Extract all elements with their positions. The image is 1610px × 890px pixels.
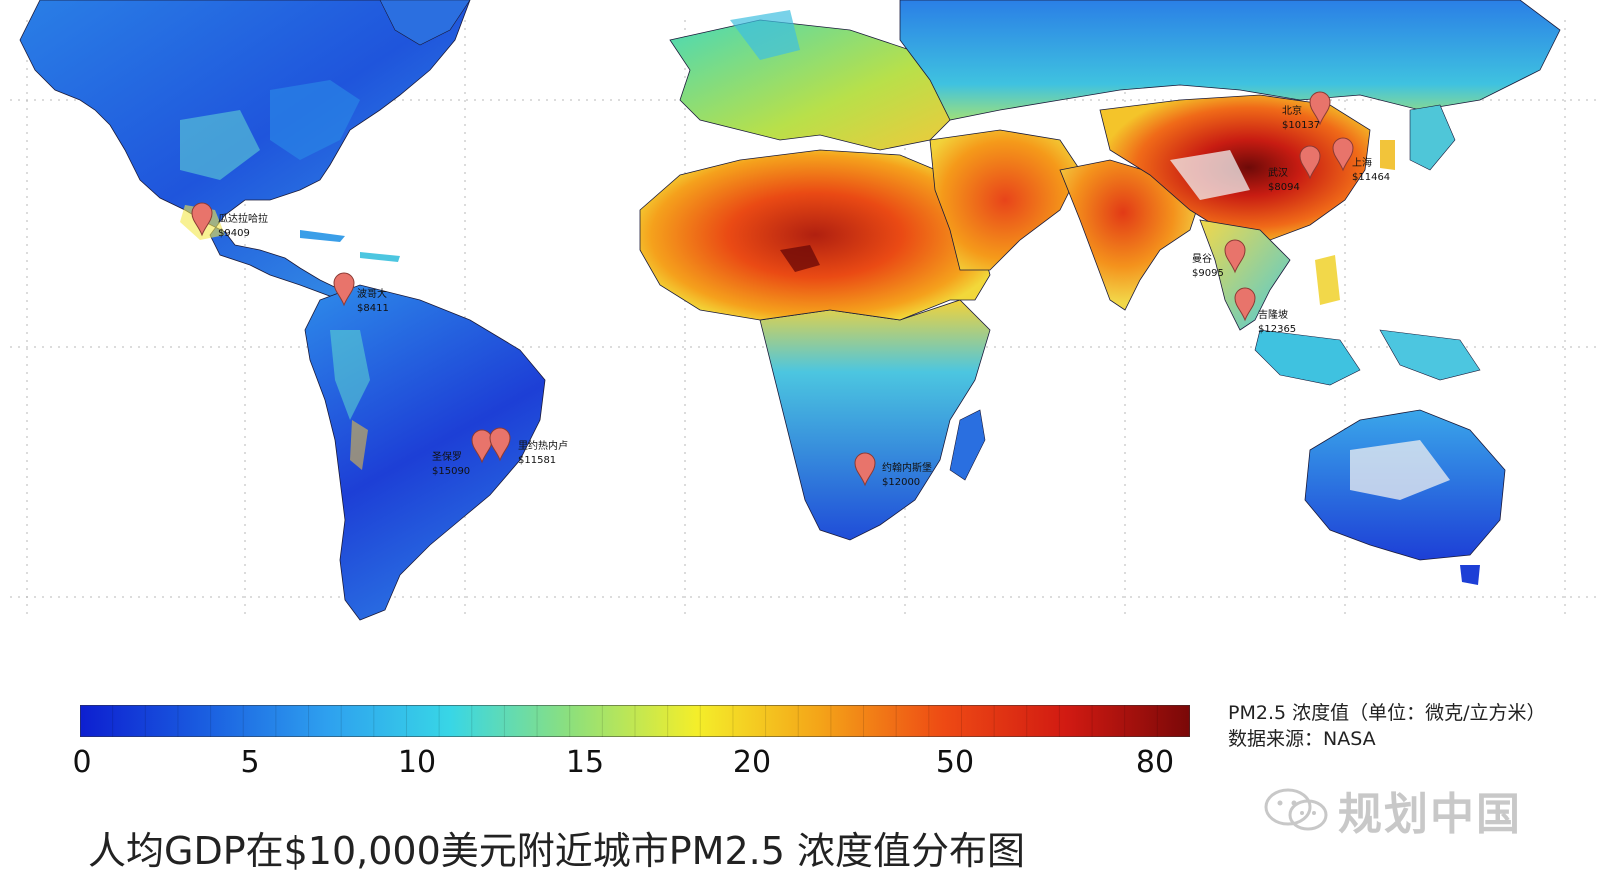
map-pin-icon — [489, 427, 511, 462]
city-marker: 波哥大 $8411 — [333, 272, 389, 314]
city-marker: 约翰内斯堡 $12000 — [854, 452, 932, 488]
colorbar-tick-label: 20 — [732, 745, 772, 780]
city-marker: 上海 $11464 — [1332, 137, 1390, 183]
africa — [639, 149, 991, 541]
europe — [669, 10, 961, 151]
watermark: 规划中国 — [1262, 780, 1522, 840]
data-source-label: 数据来源：NASA — [1228, 728, 1376, 750]
north-america — [19, 0, 471, 299]
page-title: 人均GDP在$10,000美元附近城市PM2.5 浓度值分布图 — [88, 829, 1025, 873]
colorbar-tick-label: 50 — [935, 745, 975, 780]
city-gdp-label: $8411 — [357, 303, 389, 314]
colorbar-gradient — [80, 705, 1190, 737]
city-name-label: 波哥大 — [357, 287, 387, 300]
map-pin-icon — [1332, 137, 1354, 172]
colorbar-tick-label: 15 — [565, 745, 605, 780]
pm25-world-map: 瓜达拉哈拉 $9409 波哥大 $8411 圣保罗 $15090 里约热内卢 $11581 约翰… — [10, 0, 1600, 621]
map-pin-icon — [1309, 91, 1331, 126]
city-marker: 武汉 $8094 — [1268, 145, 1321, 193]
city-marker: 曼谷 $9095 — [1192, 239, 1246, 279]
map-pin-icon — [191, 202, 213, 237]
watermark-text: 规划中国 — [1338, 789, 1522, 840]
map-pin-icon — [1224, 239, 1246, 274]
middle-east — [929, 129, 1081, 271]
city-gdp-label: $10137 — [1282, 120, 1320, 131]
colorbar-tick-label: 80 — [1135, 745, 1175, 780]
city-gdp-label: $15090 — [432, 466, 470, 477]
city-gdp-label: $11464 — [1352, 172, 1390, 183]
city-name-label: 上海 — [1352, 156, 1372, 169]
colorbar: 0 5 10 15 20 50 80 — [72, 705, 1190, 780]
map-pin-icon — [333, 272, 355, 307]
city-marker: 圣保罗 $15090 — [432, 429, 493, 477]
city-name-label: 圣保罗 — [432, 450, 462, 463]
city-name-label: 瓜达拉哈拉 — [218, 212, 268, 225]
colorbar-tick-label: 10 — [397, 745, 437, 780]
map-pin-icon — [1234, 287, 1256, 322]
city-gdp-label: $8094 — [1268, 182, 1300, 193]
colorbar-fill — [80, 705, 1190, 737]
map-pin-icon — [1299, 145, 1321, 180]
map-pin-icon — [854, 452, 876, 487]
city-marker: 吉隆坡 $12365 — [1234, 287, 1296, 335]
colorbar-tick-label: 5 — [240, 745, 260, 780]
city-name-label: 吉隆坡 — [1258, 308, 1288, 321]
city-gdp-label: $12365 — [1258, 324, 1296, 335]
colorbar-tick-label: 0 — [72, 745, 92, 780]
australia — [1304, 409, 1506, 585]
city-gdp-label: $12000 — [882, 477, 920, 488]
city-gdp-label: $9409 — [218, 228, 250, 239]
east-asia — [1099, 94, 1456, 241]
city-gdp-label: $11581 — [518, 455, 556, 466]
city-markers: 瓜达拉哈拉 $9409 波哥大 $8411 圣保罗 $15090 里约热内卢 $11581 约翰… — [191, 91, 1390, 488]
north-asia — [899, 0, 1561, 121]
south-america — [304, 284, 546, 621]
colorbar-unit-label: PM2.5 浓度值（单位：微克/立方米） — [1228, 702, 1546, 724]
city-gdp-label: $9095 — [1192, 268, 1224, 279]
map-pin-icon — [471, 429, 493, 464]
city-name-label: 武汉 — [1268, 166, 1288, 179]
city-name-label: 里约热内卢 — [518, 439, 568, 452]
city-marker: 北京 $10137 — [1282, 91, 1331, 131]
city-marker: 瓜达拉哈拉 $9409 — [191, 202, 268, 239]
city-name-label: 北京 — [1282, 104, 1302, 117]
wechat-icon — [1264, 788, 1328, 831]
southeast-asia — [1199, 219, 1481, 386]
city-marker: 里约热内卢 $11581 — [489, 427, 568, 466]
city-name-label: 约翰内斯堡 — [882, 461, 932, 474]
city-name-label: 曼谷 — [1192, 253, 1212, 265]
